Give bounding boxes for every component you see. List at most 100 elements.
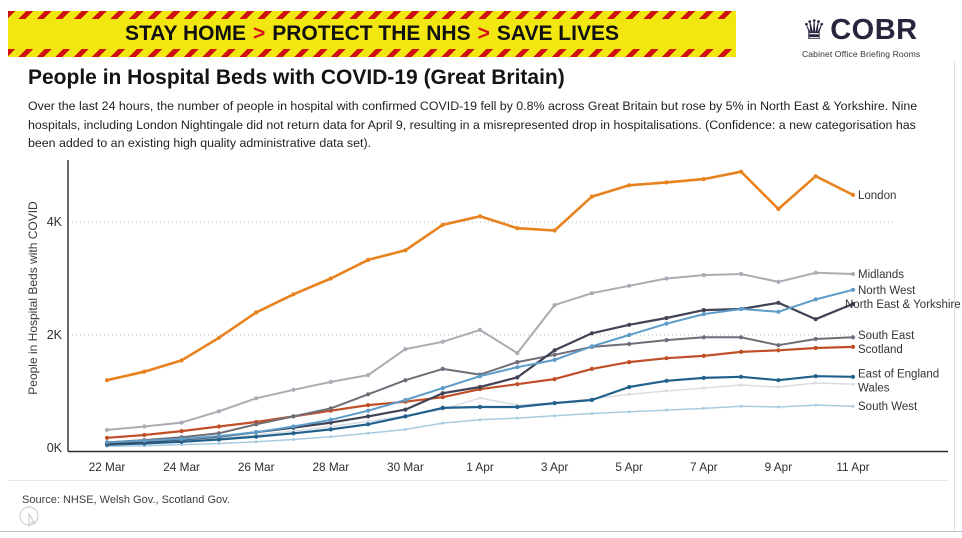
data-point bbox=[850, 374, 856, 379]
banner-phrase-save-lives: SAVE LIVES bbox=[496, 22, 619, 45]
mouse-cursor-artifact bbox=[19, 506, 39, 528]
data-point bbox=[589, 331, 595, 336]
data-point bbox=[403, 427, 407, 431]
legend-label-north-east-yorkshire: North East & Yorkshire bbox=[845, 299, 961, 311]
data-point bbox=[739, 374, 744, 379]
data-point bbox=[701, 335, 706, 340]
data-point bbox=[179, 436, 184, 442]
data-point bbox=[589, 366, 595, 371]
data-point bbox=[515, 375, 520, 380]
data-point bbox=[217, 442, 221, 445]
page-title: People in Hospital Beds with COVID-19 (G… bbox=[28, 66, 565, 89]
data-point bbox=[366, 408, 371, 413]
data-point bbox=[216, 409, 221, 414]
data-point bbox=[142, 432, 147, 438]
data-point bbox=[254, 434, 259, 439]
slide-right-edge bbox=[954, 62, 955, 530]
data-point bbox=[589, 344, 595, 349]
data-point bbox=[216, 424, 221, 429]
legend-label-south-west: South West bbox=[858, 401, 918, 413]
data-point bbox=[776, 405, 780, 409]
data-point bbox=[366, 431, 370, 435]
legend-label-scotland: Scotland bbox=[858, 344, 903, 356]
series-markers-south-west bbox=[105, 403, 855, 448]
x-tick-label-5-apr: 5 Apr bbox=[615, 460, 643, 474]
data-point bbox=[627, 341, 632, 347]
series-markers-north-west bbox=[104, 287, 856, 445]
data-point bbox=[292, 438, 295, 441]
data-point bbox=[254, 430, 259, 435]
data-point bbox=[702, 406, 706, 410]
data-point bbox=[441, 421, 445, 425]
data-point bbox=[179, 358, 184, 363]
data-point bbox=[477, 404, 483, 410]
x-tick-label-26-mar: 26 Mar bbox=[238, 460, 275, 474]
y-tick-label-4K: 4K bbox=[47, 215, 63, 229]
x-tick-label-1-apr: 1 Apr bbox=[466, 460, 494, 474]
data-point bbox=[627, 360, 632, 365]
legend-label-midlands: Midlands bbox=[858, 269, 904, 281]
data-point bbox=[813, 297, 818, 302]
data-point bbox=[440, 391, 445, 396]
y-tick-label-0K: 0K bbox=[47, 441, 63, 455]
data-point bbox=[701, 177, 706, 182]
data-point bbox=[776, 385, 780, 389]
x-tick-label-11-apr: 11 Apr bbox=[836, 460, 869, 474]
data-point bbox=[739, 383, 743, 387]
data-point bbox=[552, 303, 557, 308]
data-point bbox=[739, 169, 744, 174]
video-bottom-edge bbox=[0, 531, 962, 532]
data-point bbox=[702, 386, 706, 390]
data-point bbox=[664, 356, 669, 361]
data-point bbox=[850, 271, 856, 277]
data-point bbox=[515, 360, 520, 365]
data-point bbox=[478, 396, 482, 400]
x-tick-label-22-mar: 22 Mar bbox=[89, 460, 126, 474]
x-tick-label-7-apr: 7 Apr bbox=[690, 460, 718, 474]
data-point bbox=[664, 321, 669, 326]
data-point bbox=[851, 404, 855, 408]
data-point bbox=[814, 381, 818, 385]
data-point bbox=[813, 336, 818, 342]
data-point bbox=[515, 404, 520, 410]
data-point bbox=[254, 440, 258, 444]
royal-crest-icon: ♛ bbox=[802, 14, 827, 46]
data-point bbox=[179, 420, 184, 425]
data-point bbox=[776, 348, 781, 353]
data-point bbox=[589, 291, 595, 296]
data-point bbox=[328, 427, 333, 432]
series-line-scotland bbox=[106, 345, 854, 439]
data-point bbox=[515, 365, 520, 370]
data-point bbox=[627, 283, 632, 288]
data-point bbox=[515, 382, 520, 387]
data-point bbox=[552, 377, 557, 382]
data-point bbox=[366, 392, 371, 397]
banner-phrase-protect-nhs: PROTECT THE NHS bbox=[272, 22, 471, 45]
data-point bbox=[552, 357, 557, 362]
data-point bbox=[328, 406, 333, 411]
data-point bbox=[366, 422, 371, 427]
data-point bbox=[216, 434, 221, 439]
x-tick-label-9-apr: 9 Apr bbox=[765, 460, 793, 474]
data-point bbox=[403, 378, 408, 383]
data-point bbox=[776, 279, 781, 284]
data-point bbox=[366, 373, 371, 378]
data-point bbox=[254, 310, 259, 315]
series-markers-midlands bbox=[104, 270, 856, 432]
data-point bbox=[776, 309, 781, 314]
data-point bbox=[552, 352, 557, 357]
data-point bbox=[850, 301, 856, 306]
data-point bbox=[180, 443, 184, 447]
data-point bbox=[850, 335, 856, 340]
data-point bbox=[328, 417, 333, 422]
data-point bbox=[664, 180, 669, 185]
data-point bbox=[813, 317, 818, 322]
source-note: Source: NHSE, Welsh Gov., Scotland Gov. bbox=[22, 494, 230, 506]
data-point bbox=[477, 214, 483, 219]
data-point bbox=[776, 300, 781, 305]
series-markers-london bbox=[104, 169, 856, 383]
hospital-beds-chart: 0K 2K 4K 22 Mar 24 Mar 26 Mar 28 Mar 30 Mar 1 Ap… bbox=[0, 155, 962, 485]
legend-label-east-of-england: East of England bbox=[858, 368, 939, 380]
x-tick-label-28-mar: 28 Mar bbox=[312, 460, 349, 474]
hazard-stripe-bottom bbox=[8, 49, 736, 57]
